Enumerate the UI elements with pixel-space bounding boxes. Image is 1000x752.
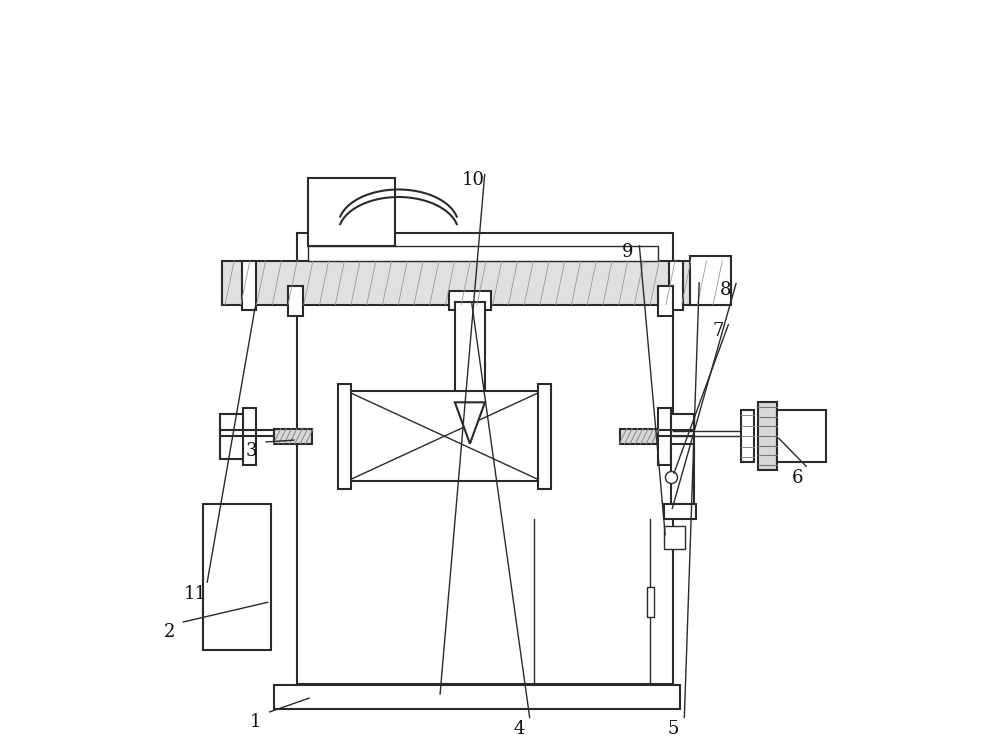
Circle shape (665, 472, 677, 484)
Bar (243, 408, 256, 465)
Bar (455, 302, 485, 402)
Bar (647, 587, 654, 617)
Text: 8: 8 (720, 280, 731, 299)
Bar (538, 384, 551, 489)
Text: 5: 5 (667, 720, 679, 738)
Bar (658, 286, 673, 316)
Bar (671, 414, 694, 459)
Bar (669, 261, 683, 310)
Text: 11: 11 (184, 585, 207, 603)
Bar (658, 408, 671, 465)
Bar (288, 286, 303, 316)
Bar (664, 526, 685, 549)
Bar (671, 444, 694, 504)
Bar (220, 414, 243, 459)
Bar (741, 410, 754, 462)
Bar (777, 410, 826, 462)
Bar (274, 685, 680, 709)
Bar (620, 429, 658, 444)
Text: 3: 3 (246, 442, 258, 460)
Bar (690, 256, 731, 305)
Bar (338, 384, 351, 489)
Text: 10: 10 (462, 171, 485, 190)
Bar (297, 233, 673, 684)
Bar (222, 261, 726, 305)
Bar (203, 504, 271, 650)
Bar (274, 429, 312, 444)
Bar (347, 391, 542, 481)
Text: 1: 1 (250, 713, 261, 731)
Polygon shape (455, 402, 485, 444)
Bar (449, 291, 491, 310)
Bar (758, 402, 777, 470)
Bar (308, 246, 658, 261)
Bar (242, 261, 256, 310)
Bar (664, 504, 696, 519)
Text: 6: 6 (791, 468, 803, 487)
Text: 9: 9 (622, 243, 634, 261)
Text: 4: 4 (513, 720, 524, 738)
Text: 7: 7 (712, 322, 724, 340)
Bar (308, 178, 395, 246)
Text: 2: 2 (163, 623, 175, 641)
